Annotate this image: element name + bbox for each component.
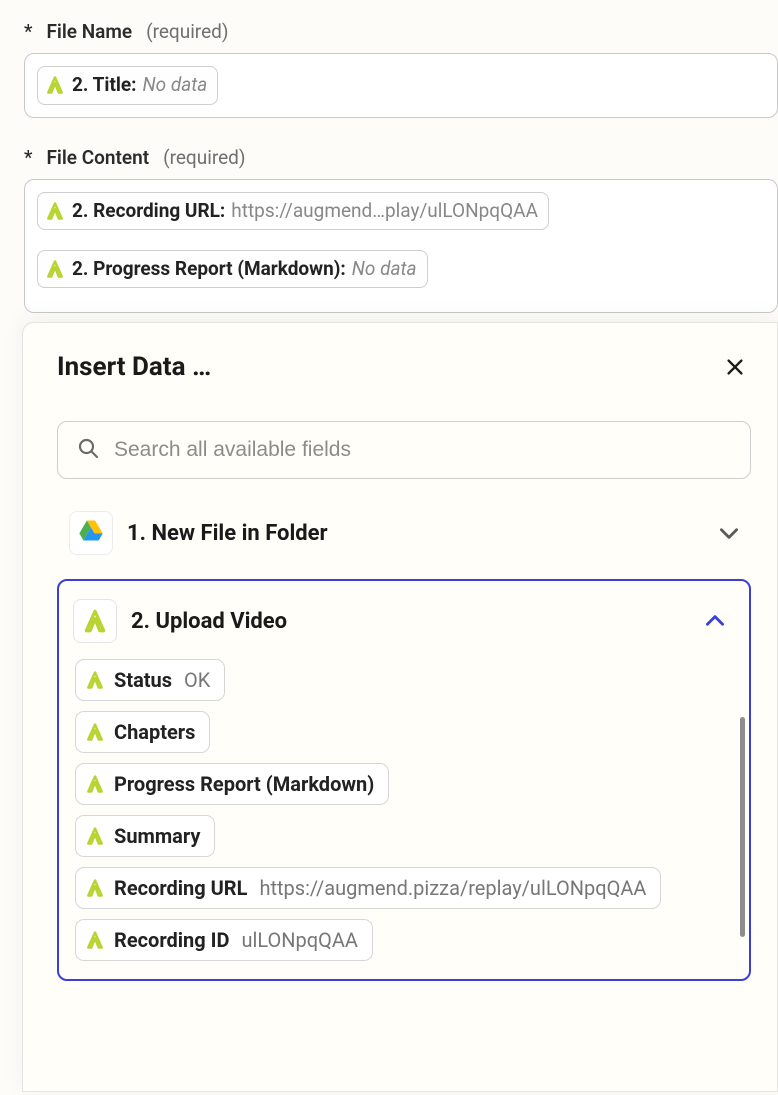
field-file-name: * File Name (required) 2. Title: No data <box>24 20 778 118</box>
section-upload-video-header[interactable]: 2. Upload Video <box>73 595 735 659</box>
section-title: 1. New File in Folder <box>127 521 701 546</box>
required-asterisk: * <box>24 146 32 169</box>
field-item-recording-url[interactable]: Recording URL https://augmend.pizza/repl… <box>75 867 661 909</box>
insert-data-popover: Insert Data … 1. New File in Folder 2. U… <box>22 322 778 1092</box>
search-box[interactable] <box>57 421 751 479</box>
token-label: 2. Progress Report (Markdown): <box>72 255 346 284</box>
field-item-recording-id[interactable]: Recording ID ulLONpqQAA <box>75 919 373 961</box>
a-icon <box>44 74 66 96</box>
field-file-content: * File Content (required) 2. Recording U… <box>24 146 778 313</box>
a-icon <box>44 200 66 222</box>
field-item-value: OK <box>184 668 210 692</box>
a-icon <box>84 825 106 847</box>
field-item-label: Status <box>114 668 172 692</box>
a-icon <box>84 721 106 743</box>
file-content-input[interactable]: 2. Recording URL: https://augmend…play/u… <box>24 179 778 313</box>
a-icon <box>84 929 106 951</box>
token-value: No data <box>143 71 208 100</box>
file-content-hint: (required) <box>163 146 245 169</box>
gdrive-icon <box>69 511 113 555</box>
section-upload-video: 2. Upload Video Status OK Chapters Progr… <box>57 579 751 981</box>
a-icon <box>44 258 66 280</box>
search-icon <box>76 436 100 464</box>
token-label: 2. Title: <box>72 71 137 100</box>
token-progress-report[interactable]: 2. Progress Report (Markdown): No data <box>37 250 428 289</box>
required-asterisk: * <box>24 20 32 43</box>
search-input[interactable] <box>114 438 732 462</box>
a-icon <box>84 669 106 691</box>
chevron-down-icon <box>715 519 743 547</box>
field-list: Status OK Chapters Progress Report (Mark… <box>73 659 735 961</box>
scrollbar-thumb[interactable] <box>740 717 745 937</box>
close-button[interactable] <box>719 351 751 383</box>
field-item-value: https://augmend.pizza/replay/ulLONpqQAA <box>259 876 646 900</box>
field-item-value: ulLONpqQAA <box>241 928 358 952</box>
file-name-label: File Name <box>46 20 132 43</box>
token-value: https://augmend…play/ulLONpqQAA <box>231 197 538 226</box>
file-name-input[interactable]: 2. Title: No data <box>24 53 778 118</box>
field-item-label: Chapters <box>114 720 195 744</box>
section-new-file-in-folder[interactable]: 1. New File in Folder <box>57 505 751 561</box>
field-item-status[interactable]: Status OK <box>75 659 225 701</box>
chevron-up-icon <box>701 607 729 635</box>
field-item-label: Recording ID <box>114 928 229 952</box>
a-icon <box>84 877 106 899</box>
token-value: No data <box>352 255 417 284</box>
field-item-chapters[interactable]: Chapters <box>75 711 210 753</box>
field-item-label: Summary <box>114 824 200 848</box>
file-content-label: File Content <box>46 146 149 169</box>
section-title: 2. Upload Video <box>131 609 687 634</box>
a-icon <box>84 773 106 795</box>
token-label: 2. Recording URL: <box>72 197 225 226</box>
a-icon <box>73 599 117 643</box>
field-item-label: Recording URL <box>114 876 247 900</box>
token-recording-url[interactable]: 2. Recording URL: https://augmend…play/u… <box>37 192 549 231</box>
token-title[interactable]: 2. Title: No data <box>37 66 218 105</box>
popover-title: Insert Data … <box>57 352 211 382</box>
field-item-summary[interactable]: Summary <box>75 815 215 857</box>
field-item-label: Progress Report (Markdown) <box>114 772 374 796</box>
field-item-progress-report[interactable]: Progress Report (Markdown) <box>75 763 389 805</box>
file-name-hint: (required) <box>146 20 228 43</box>
